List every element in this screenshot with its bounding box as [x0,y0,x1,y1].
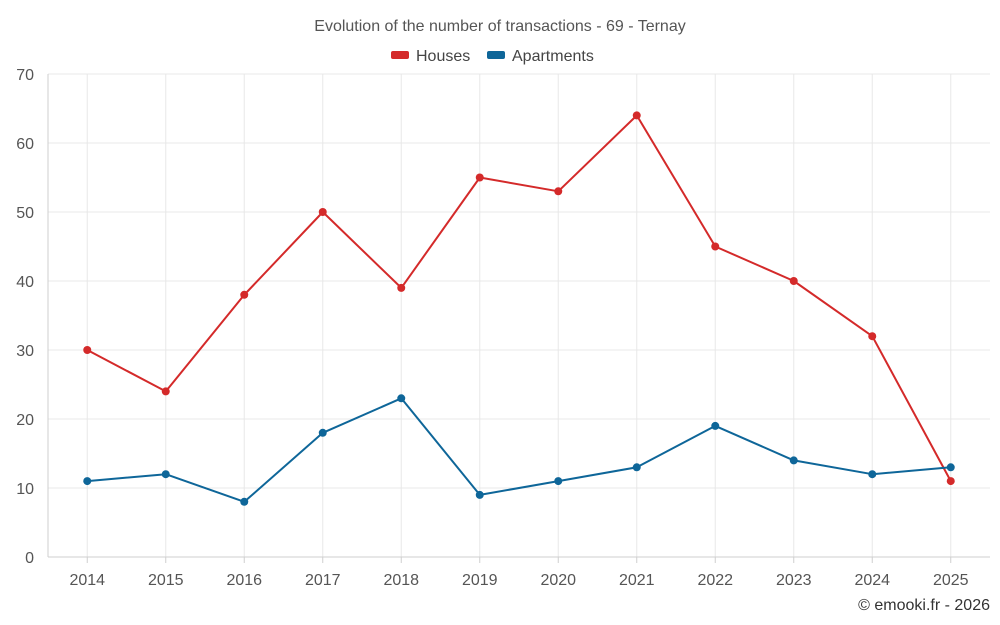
data-point-apartments[interactable] [632,463,641,472]
y-tick-label: 30 [16,343,34,360]
x-tick-label: 2022 [697,572,733,589]
y-tick-label: 0 [25,550,34,567]
data-point-houses[interactable] [397,283,406,292]
legend: Houses Apartments [391,48,594,65]
data-point-houses[interactable] [946,477,955,486]
data-point-apartments[interactable] [318,428,327,437]
data-point-houses[interactable] [711,242,720,251]
x-tick-label: 2025 [933,572,969,589]
x-tick-label: 2024 [854,572,890,589]
series-line-houses [86,114,952,482]
y-tick-label: 40 [16,274,34,291]
x-tick-label: 2020 [540,572,576,589]
data-point-houses[interactable] [475,173,484,182]
data-point-apartments[interactable] [946,463,955,472]
data-point-apartments[interactable] [240,497,249,506]
x-tick-label: 2014 [69,572,105,589]
y-tick-label: 10 [16,481,34,498]
data-point-houses[interactable] [789,277,798,285]
data-point-houses[interactable] [240,290,249,299]
x-tick-label: 2023 [776,572,812,589]
x-tick-label: 2016 [226,572,262,589]
legend-swatch-houses [391,51,409,59]
data-point-apartments[interactable] [554,477,563,486]
legend-item-houses[interactable]: Houses [391,48,470,65]
series [83,111,955,506]
data-point-houses[interactable] [83,346,92,354]
x-tick-label: 2021 [619,572,655,589]
data-point-houses[interactable] [318,208,327,216]
legend-label-apartments: Apartments [512,48,594,65]
legend-item-apartments[interactable]: Apartments [487,48,594,65]
x-tick-label: 2018 [383,572,419,589]
axes: 0 10 20 30 40 50 60 70 2014 2015 2016 2017 2018 2019 2… [16,67,990,589]
data-point-apartments[interactable] [711,421,720,430]
data-point-apartments[interactable] [161,470,170,479]
data-point-houses[interactable] [161,387,170,396]
legend-swatch-apartments [487,51,505,59]
grid [48,73,990,557]
y-tick-label: 70 [16,67,34,84]
x-tick-label: 2019 [462,572,498,589]
data-point-houses[interactable] [632,111,641,120]
series-line-apartments [87,397,951,503]
data-point-houses[interactable] [868,332,877,341]
credit-text: © emooki.fr - 2026 [858,597,990,614]
data-point-apartments[interactable] [868,470,877,479]
y-tick-label: 60 [16,136,34,153]
data-point-apartments[interactable] [789,456,798,465]
data-point-apartments[interactable] [397,394,406,403]
chart-title: Evolution of the number of transactions … [314,18,685,35]
data-point-apartments[interactable] [83,477,92,486]
y-tick-label: 50 [16,205,34,222]
x-tick-label: 2015 [148,572,184,589]
y-tick-label: 20 [16,412,34,429]
legend-label-houses: Houses [416,48,470,65]
x-tick-label: 2017 [305,572,341,589]
data-point-houses[interactable] [554,187,563,196]
data-point-apartments[interactable] [475,490,484,499]
